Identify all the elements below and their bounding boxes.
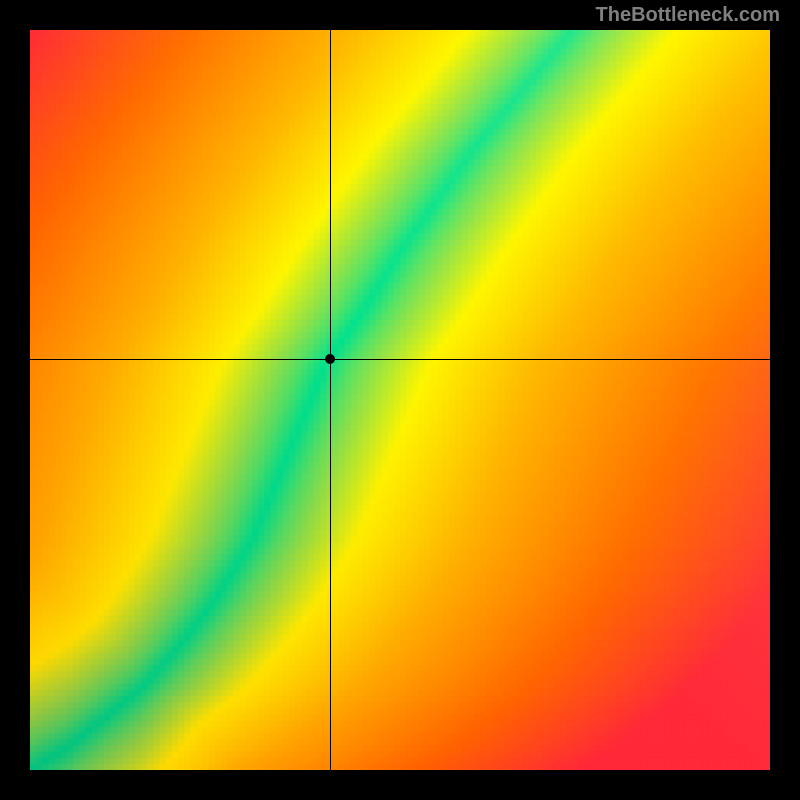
heatmap-canvas bbox=[30, 30, 770, 770]
selection-marker bbox=[325, 354, 335, 364]
crosshair-horizontal bbox=[30, 359, 770, 360]
watermark-text: TheBottleneck.com bbox=[596, 4, 780, 27]
bottleneck-heatmap bbox=[30, 30, 770, 770]
crosshair-vertical bbox=[330, 30, 331, 770]
